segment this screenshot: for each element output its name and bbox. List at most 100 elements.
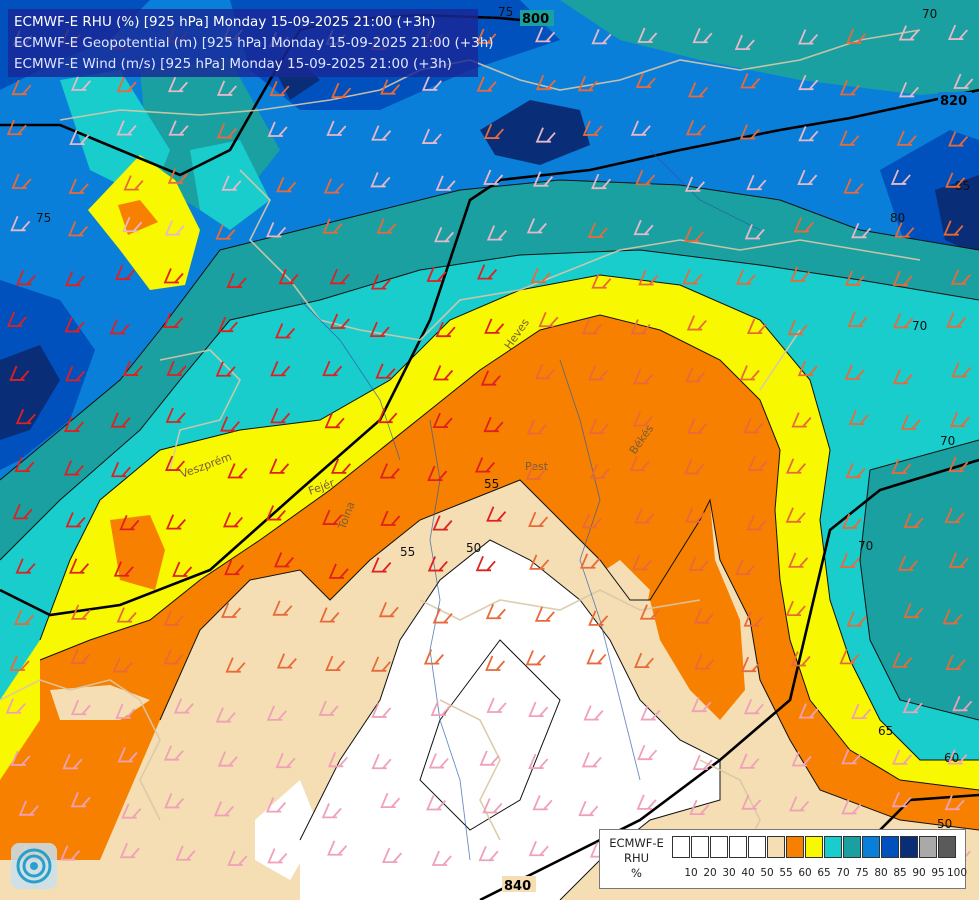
wind-barb-icon xyxy=(482,798,503,814)
wind-barb-icon xyxy=(945,172,966,188)
wind-barb-icon xyxy=(477,264,498,280)
wind-barb-icon xyxy=(846,611,867,627)
wind-barb-icon xyxy=(116,607,137,623)
wind-barb-icon xyxy=(10,215,31,232)
rhu-label: 70 xyxy=(912,319,927,333)
wind-barb-icon xyxy=(892,270,913,286)
wind-barb-icon xyxy=(694,654,715,670)
wind-barb-icon xyxy=(122,360,143,376)
rhu-label: 50 xyxy=(937,817,952,831)
wind-barb-icon xyxy=(739,124,760,140)
wind-barb-icon xyxy=(845,462,866,479)
wind-barb-icon xyxy=(371,125,392,141)
wind-barb-icon xyxy=(265,505,286,521)
wind-barb-icon xyxy=(839,130,860,146)
wind-barb-icon xyxy=(944,507,965,524)
wind-barb-icon xyxy=(791,751,812,767)
wind-barb-icon xyxy=(227,463,248,479)
wind-barb-icon xyxy=(640,705,661,721)
wind-barb-icon xyxy=(528,753,549,769)
legend-swatch xyxy=(900,836,918,858)
wind-barb-icon xyxy=(330,458,351,474)
wind-barb-icon xyxy=(892,749,913,765)
wind-barb-icon xyxy=(538,311,559,328)
wind-barb-icon xyxy=(637,27,658,43)
legend-level-label: 30 xyxy=(722,867,736,879)
wind-barb-icon xyxy=(903,602,924,619)
wind-barb-icon xyxy=(370,172,391,188)
rhu-label: 70 xyxy=(940,434,955,448)
wind-barb-icon xyxy=(684,176,705,192)
legend-swatch xyxy=(938,836,956,858)
wind-barb-icon xyxy=(64,317,85,333)
wind-barb-icon xyxy=(119,842,140,859)
wind-barb-icon xyxy=(216,123,237,139)
wind-barb-icon xyxy=(227,850,248,866)
wind-barb-icon xyxy=(123,175,144,191)
wind-barb-icon xyxy=(163,312,184,328)
wind-barb-icon xyxy=(637,744,658,761)
wind-barb-icon xyxy=(215,361,236,377)
wind-barb-icon xyxy=(426,795,447,811)
wind-barb-icon xyxy=(581,513,602,529)
legend-level-label: 75 xyxy=(855,867,869,879)
wind-barb-icon xyxy=(947,24,968,40)
wind-barb-icon xyxy=(475,555,496,572)
wind-barb-icon xyxy=(843,178,864,194)
wind-barb-icon xyxy=(953,73,974,89)
wind-barb-icon xyxy=(371,557,392,573)
wind-barb-icon xyxy=(219,416,240,432)
wind-barb-icon xyxy=(588,610,609,626)
wind-barb-icon xyxy=(739,365,760,381)
wind-barb-icon xyxy=(847,311,868,328)
legend-level-label: 10 xyxy=(684,867,698,879)
wind-barb-icon xyxy=(638,270,659,286)
wind-barb-icon xyxy=(746,318,767,335)
wind-barb-icon xyxy=(164,220,185,236)
wind-barb-icon xyxy=(851,703,872,720)
wind-barb-icon xyxy=(216,80,237,96)
wind-barb-icon xyxy=(164,793,185,809)
wind-barb-icon xyxy=(635,169,656,186)
wind-barb-icon xyxy=(164,455,186,471)
wind-barb-icon xyxy=(535,127,556,143)
wind-barb-icon xyxy=(534,606,555,622)
wind-barb-icon xyxy=(115,264,136,280)
wind-barb-icon xyxy=(63,460,84,476)
wind-barb-icon xyxy=(486,506,507,522)
wind-barb-icon xyxy=(900,414,921,430)
wind-barb-icon xyxy=(633,219,654,236)
wind-barb-icon xyxy=(371,753,392,770)
wind-barb-icon xyxy=(163,268,184,284)
wind-barb-icon xyxy=(630,319,651,335)
legend-swatch xyxy=(691,836,709,858)
wind-barb-icon xyxy=(633,369,654,385)
wind-barb-icon xyxy=(324,412,345,429)
wind-barb-icon xyxy=(70,699,91,716)
wind-barb-icon xyxy=(474,457,495,473)
wind-barb-icon xyxy=(535,363,556,380)
wind-barb-icon xyxy=(581,752,602,768)
wind-barb-icon xyxy=(631,554,653,571)
wind-barb-icon xyxy=(577,75,598,92)
wind-barb-icon xyxy=(743,611,764,627)
wind-barb-icon xyxy=(483,416,504,433)
wind-barb-icon xyxy=(476,76,497,92)
wind-barb-icon xyxy=(435,321,456,338)
wind-barb-icon xyxy=(110,412,131,428)
wind-barb-icon xyxy=(943,220,964,236)
wind-barb-icon xyxy=(421,75,443,91)
wind-barb-icon xyxy=(65,512,86,528)
wind-barb-icon xyxy=(591,28,612,45)
wind-barb-icon xyxy=(785,458,806,474)
wind-barb-icon xyxy=(331,82,352,99)
legend-swatch xyxy=(824,836,842,858)
legend-swatch xyxy=(748,836,766,858)
wind-barb-icon xyxy=(215,707,236,723)
wind-barb-icon xyxy=(841,748,862,765)
wind-barb-icon xyxy=(60,845,81,861)
wind-barb-icon xyxy=(217,751,238,767)
wind-barb-icon xyxy=(743,418,764,434)
wind-barb-icon xyxy=(69,558,90,574)
